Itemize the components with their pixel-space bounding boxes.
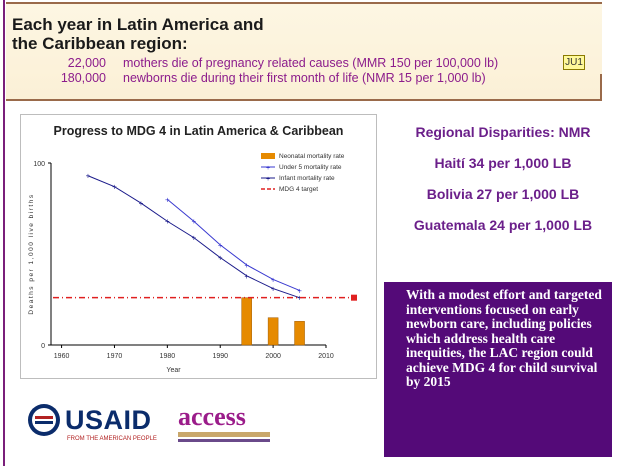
legend-label: Infant mortality rate bbox=[279, 175, 335, 182]
neonatal-bar bbox=[294, 321, 305, 346]
legend-marker: + bbox=[266, 176, 270, 183]
chart-title: Progress to MDG 4 in Latin America & Car… bbox=[53, 124, 344, 138]
disparity-item: Haití 34 per 1,000 LB bbox=[434, 155, 572, 171]
data-point-marker: + bbox=[297, 294, 302, 303]
disparity-item: Guatemala 24 per 1,000 LB bbox=[413, 217, 593, 233]
x-tick-label: 1990 bbox=[212, 353, 228, 360]
x-tick-label: 1980 bbox=[160, 353, 176, 360]
header-row-number: 22,000 bbox=[67, 56, 106, 70]
data-point-marker: + bbox=[191, 234, 196, 243]
data-point-marker: + bbox=[271, 275, 276, 284]
neonatal-bar bbox=[267, 317, 279, 346]
series-line bbox=[167, 199, 300, 291]
message-text: With a modest effort and targeted interv… bbox=[406, 287, 602, 389]
mdg-target-marker bbox=[351, 294, 357, 301]
series-line bbox=[87, 175, 300, 299]
header-title-line2: the Caribbean region: bbox=[12, 34, 188, 53]
y-axis-label: Deaths per 1,000 live births bbox=[28, 193, 35, 314]
usaid-tagline: FROM THE AMERICAN PEOPLE bbox=[67, 436, 157, 442]
x-axis-label: Year bbox=[166, 367, 181, 374]
data-point-marker: + bbox=[271, 285, 276, 294]
data-point-marker: + bbox=[165, 217, 170, 226]
data-point-marker: + bbox=[218, 241, 223, 250]
data-point-marker: + bbox=[218, 254, 223, 263]
data-point-marker: + bbox=[165, 195, 170, 204]
neonatal-bar bbox=[241, 297, 252, 346]
x-tick-label: 2010 bbox=[318, 353, 334, 360]
data-point-marker: + bbox=[139, 199, 144, 208]
data-point-marker: + bbox=[112, 183, 117, 192]
disparities-title: Regional Disparities: NMR bbox=[415, 124, 591, 140]
access-logo-bar bbox=[178, 439, 270, 442]
message-box: With a modest effort and targeted interv… bbox=[384, 282, 612, 457]
header-right-rule bbox=[600, 74, 602, 99]
legend-label: Neonatal mortality rate bbox=[279, 153, 345, 160]
left-divider bbox=[3, 0, 5, 466]
header-title-line1: Each year in Latin America and bbox=[12, 15, 264, 34]
data-point-marker: + bbox=[244, 272, 249, 281]
header-row-number: 180,000 bbox=[60, 71, 106, 85]
x-tick-label: 2000 bbox=[265, 353, 281, 360]
mortality-chart: 1960 1970 1980 1990 2000 2010 0 100 Year Deaths p… bbox=[28, 153, 357, 374]
usaid-seal-icon bbox=[28, 404, 60, 436]
usaid-logo: USAID bbox=[65, 405, 152, 435]
data-point-marker: + bbox=[86, 172, 91, 181]
chart-panel: Progress to MDG 4 in Latin America & Car… bbox=[20, 114, 377, 379]
y-tick-label: 100 bbox=[33, 161, 45, 168]
legend-marker: + bbox=[266, 165, 270, 172]
data-point-marker: + bbox=[191, 217, 196, 226]
legend-label: Under 5 mortality rate bbox=[279, 164, 342, 171]
x-tick-label: 1960 bbox=[54, 353, 70, 360]
access-logo-bar bbox=[178, 432, 270, 437]
header-row-text: mothers die of pregnancy related causes … bbox=[123, 56, 499, 70]
header-row-text: newborns die during their first month of… bbox=[123, 71, 486, 85]
legend-label: MDG 4 target bbox=[279, 186, 318, 193]
comment-marker[interactable]: JU1 bbox=[563, 55, 585, 70]
y-tick-label: 0 bbox=[41, 343, 45, 350]
header-top-rule bbox=[6, 2, 602, 4]
header-box: Each year in Latin America and the Carib… bbox=[6, 2, 602, 101]
legend-swatch bbox=[261, 153, 275, 159]
x-tick-label: 1970 bbox=[107, 353, 123, 360]
disparity-item: Bolivia 27 per 1,000 LB bbox=[426, 186, 580, 202]
header-title: Each year in Latin America and the Carib… bbox=[12, 15, 372, 53]
data-point-marker: + bbox=[297, 286, 302, 295]
data-point-marker: + bbox=[244, 261, 249, 270]
access-logo: access bbox=[178, 402, 246, 431]
